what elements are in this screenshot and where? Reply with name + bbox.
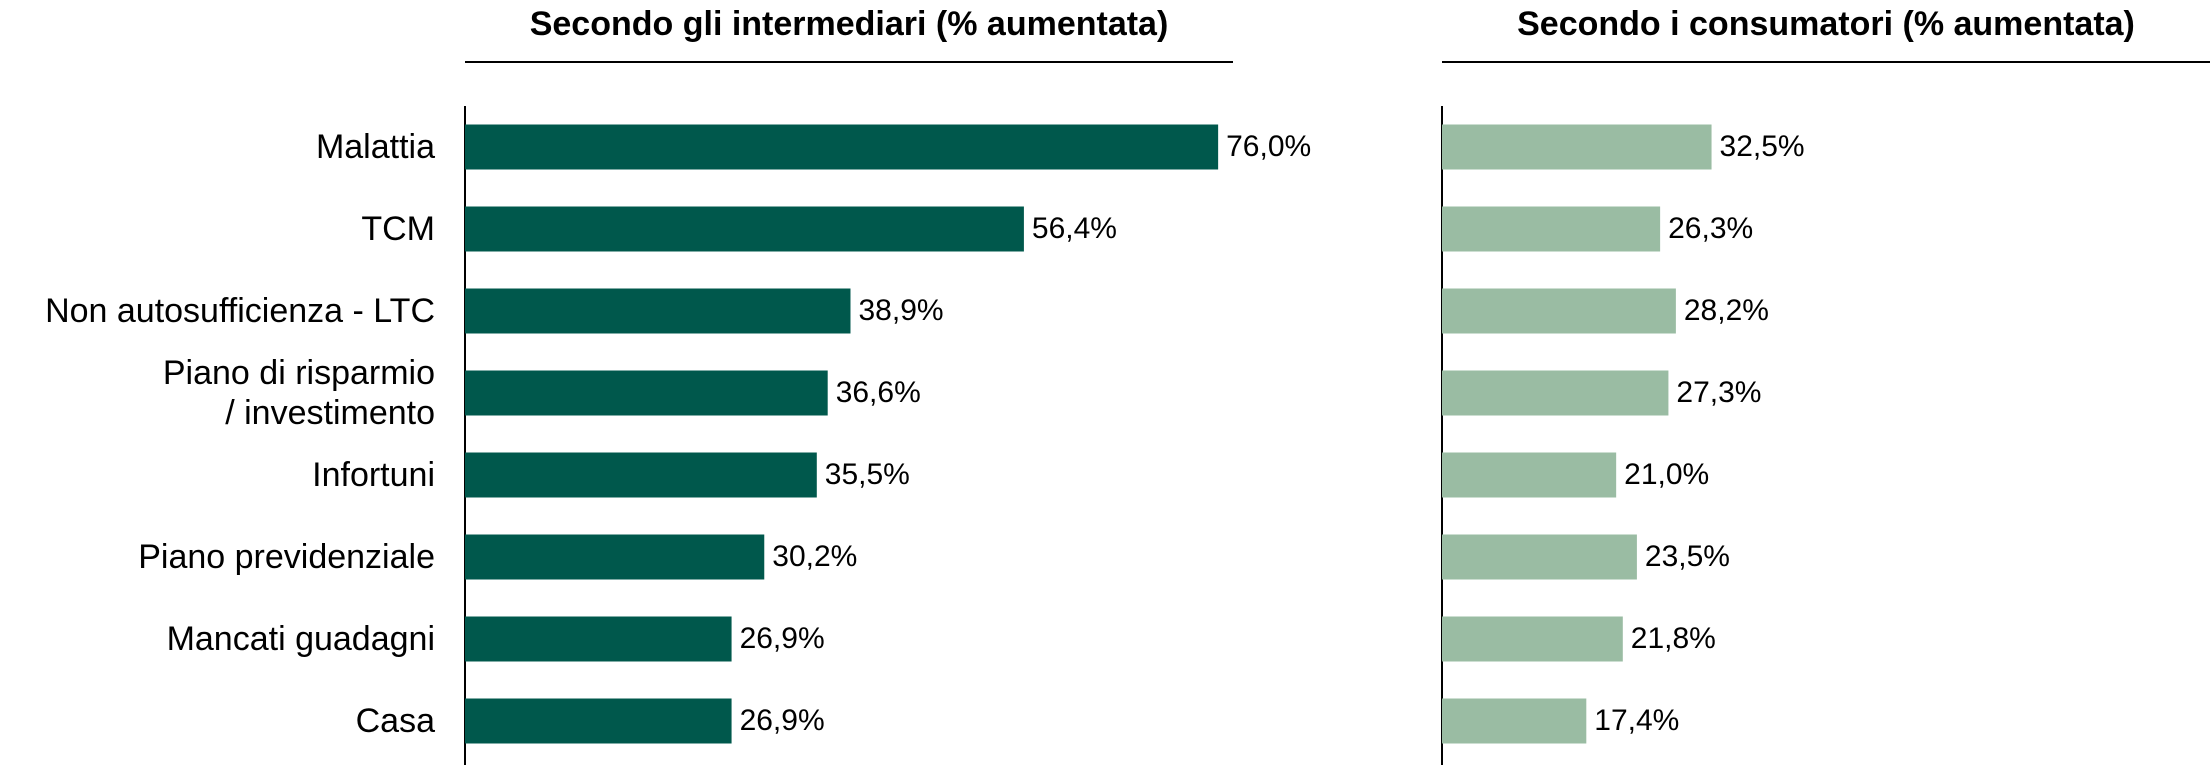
category-label: Mancati guadagni (166, 620, 435, 658)
chart-title: Secondo i consumatori (% aumentata) (1517, 5, 2135, 43)
value-label: 26,3% (1668, 212, 1753, 245)
category-label: Casa (355, 702, 435, 740)
category-label: Piano di risparmio / investimento (162, 354, 435, 432)
value-label: 26,9% (740, 704, 825, 737)
value-label: 23,5% (1645, 540, 1730, 573)
value-label: 17,4% (1594, 704, 1679, 737)
bar (465, 698, 732, 744)
value-label: 30,2% (772, 540, 857, 573)
chart-title: Secondo gli intermediari (% aumentata) (530, 5, 1169, 43)
value-label: 32,5% (1720, 130, 1805, 163)
category-label: Malattia (315, 128, 435, 166)
bar (465, 534, 765, 580)
bar (1442, 534, 1637, 580)
category-label: Piano previdenziale (138, 538, 435, 576)
category-label: TCM (361, 210, 435, 248)
category-label: Non autosufficienza - LTC (45, 292, 435, 330)
value-label: 27,3% (1676, 376, 1761, 409)
bar (1442, 288, 1676, 334)
category-label: Infortuni (312, 456, 435, 494)
value-label: 26,9% (740, 622, 825, 655)
bar (1442, 370, 1669, 416)
bar (1442, 124, 1712, 170)
bar (465, 616, 732, 662)
bar (1442, 698, 1587, 744)
value-label: 36,6% (836, 376, 921, 409)
bar (1442, 206, 1661, 252)
bar (465, 124, 1219, 170)
bar (465, 452, 817, 498)
value-label: 76,0% (1226, 130, 1311, 163)
value-label: 56,4% (1032, 212, 1117, 245)
value-label: 21,0% (1624, 458, 1709, 491)
bar (1442, 616, 1623, 662)
bar (465, 206, 1024, 252)
value-label: 38,9% (858, 294, 943, 327)
value-label: 28,2% (1684, 294, 1769, 327)
value-label: 21,8% (1631, 622, 1716, 655)
bar (465, 370, 828, 416)
bar (465, 288, 851, 334)
value-label: 35,5% (825, 458, 910, 491)
bar (1442, 452, 1617, 498)
